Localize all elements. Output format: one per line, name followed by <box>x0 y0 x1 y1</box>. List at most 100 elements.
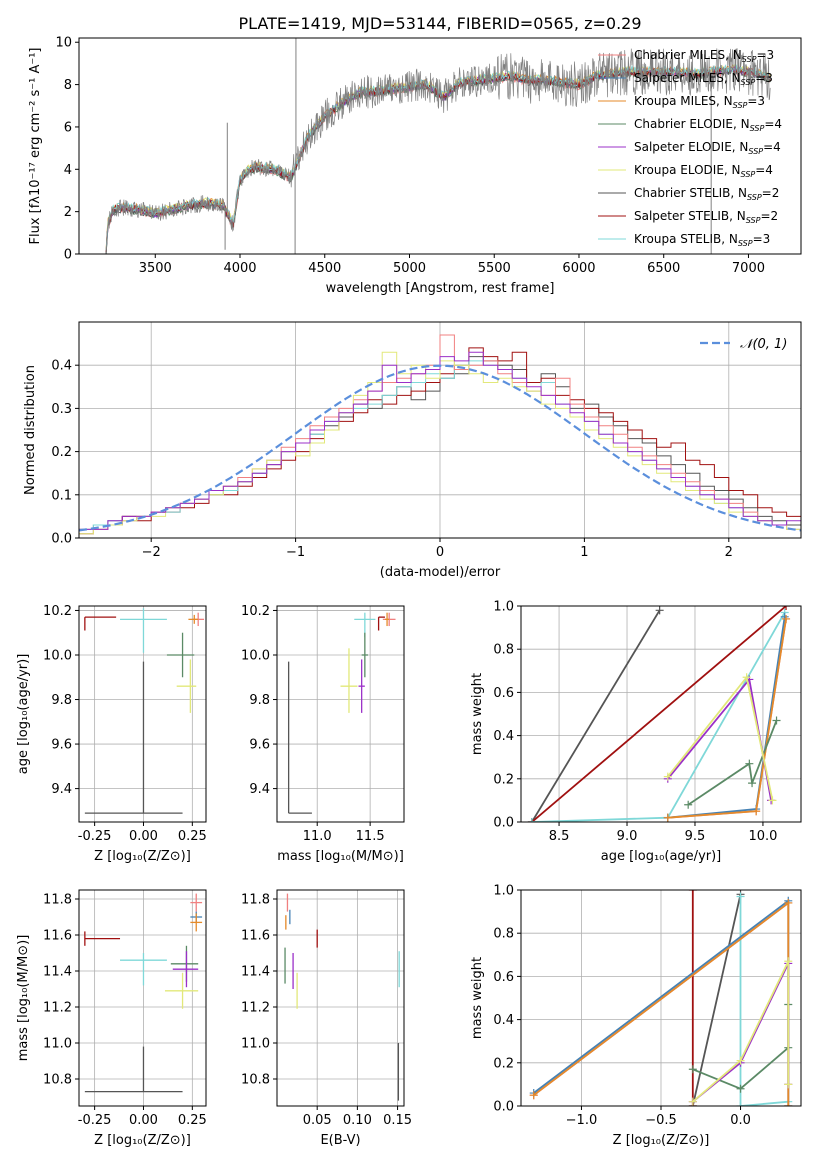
x-axis-label: (data-model)/error <box>380 565 501 580</box>
y-tick-label: 0.0 <box>51 532 72 547</box>
y-tick-label: 9.4 <box>249 782 270 797</box>
y-tick-label: 11.8 <box>43 893 72 908</box>
errorbar-point <box>120 608 167 653</box>
x-axis-label: age [log₁₀(age/yr)] <box>601 849 722 864</box>
legend-label: Chabrier MILES, NSSP=3 <box>634 48 774 64</box>
x-axis-label: Z [log₁₀(Z/Z⊙)] <box>94 1133 191 1148</box>
weight-marker <box>784 1080 793 1089</box>
axes-frame <box>276 605 405 823</box>
x-tick-label: 11.5 <box>356 829 385 844</box>
errorbar-point <box>166 632 195 678</box>
x-axis-label: mass [log₁₀(M/M⊙)] <box>277 849 404 864</box>
weight-marker <box>784 1102 793 1106</box>
weight-marker <box>784 957 793 966</box>
x-tick-label: 0.0 <box>730 1113 751 1128</box>
weight-marker <box>736 1084 745 1093</box>
weight-line <box>531 609 661 822</box>
y-axis-label: Normed distribution <box>23 365 38 495</box>
y-tick-label: 0.3 <box>51 402 72 417</box>
panel-mass_vs_Z: -0.25 0.00 0.25 10.8 11.0 11.2 11.4 11.6 11.8 Z [… <box>16 889 207 1148</box>
legend-label: Salpeter STELIB, NSSP=2 <box>634 209 778 225</box>
x-tick-label: −1.0 <box>566 1113 598 1128</box>
errorbar-point <box>84 616 117 631</box>
legend-label: Kroupa ELODIE, NSSP=4 <box>634 163 773 179</box>
y-tick-label: 6 <box>64 120 72 135</box>
y-tick-label: 11.0 <box>43 1037 72 1052</box>
x-tick-label: −2 <box>142 545 161 560</box>
y-tick-label: 10.2 <box>241 604 270 619</box>
x-tick-label: 9.5 <box>685 829 706 844</box>
weight-marker <box>752 807 761 816</box>
y-tick-label: 8 <box>64 78 72 93</box>
weight-marker <box>529 1091 538 1100</box>
y-tick-label: 9.4 <box>51 782 72 797</box>
histogram-step <box>79 351 801 538</box>
weight-marker <box>736 892 745 901</box>
plot-area <box>527 606 791 822</box>
errorbar-point <box>287 661 312 814</box>
y-axis-label: age [log₁₀(age/yr)] <box>16 654 31 775</box>
weight-line <box>692 960 790 1103</box>
errorbar-point <box>361 632 369 678</box>
weight-marker <box>655 606 664 615</box>
errorbar-point <box>170 945 199 982</box>
weight-marker <box>784 898 793 907</box>
panel-weight_vs_age: 8.5 9.0 9.5 10.0 0.0 0.2 0.4 0.6 0.8 1.0 age [log₁… <box>470 600 802 864</box>
legend-label: Chabrier ELODIE, NSSP=4 <box>634 117 782 133</box>
errorbar-point <box>84 931 121 946</box>
y-tick-label: 0.2 <box>51 445 72 460</box>
plot-area <box>287 612 396 814</box>
x-tick-label: −1 <box>286 545 305 560</box>
legend-label: Salpeter ELODIE, NSSP=4 <box>634 140 781 156</box>
errorbar-point <box>120 953 167 986</box>
histogram-step <box>79 347 801 538</box>
errorbar-point <box>340 648 358 713</box>
panel-residuals: −2 −1 0 1 2 0.0 0.1 0.2 0.3 0.4 (data-model)/error… <box>23 321 802 580</box>
y-tick-label: 10.2 <box>43 604 72 619</box>
legend-label: Kroupa STELIB, NSSP=3 <box>634 232 770 248</box>
legend-label: Kroupa MILES, NSSP=3 <box>634 94 765 110</box>
x-tick-label: 0.10 <box>343 1113 372 1128</box>
y-tick-label: 11.6 <box>241 929 270 944</box>
plot-area <box>84 608 205 814</box>
figure-title: PLATE=1419, MJD=53144, FIBERID=0565, z=0… <box>238 14 641 33</box>
y-tick-label: 9.6 <box>249 738 270 753</box>
weight-marker <box>745 759 754 768</box>
y-tick-label: 0 <box>64 248 72 263</box>
y-tick-label: 4 <box>64 163 72 178</box>
weight-marker <box>688 1097 697 1106</box>
y-tick-label: 0.4 <box>493 729 514 744</box>
axes-frame <box>78 37 802 255</box>
y-tick-label: 10.0 <box>241 648 270 663</box>
x-axis-label: wavelength [Angstrom, rest frame] <box>326 281 555 296</box>
errorbar-point <box>84 661 183 814</box>
x-tick-label: 5000 <box>393 261 426 276</box>
y-tick-label: 1.0 <box>493 600 514 615</box>
legend-label: Salpeter MILES, NSSP=3 <box>634 71 773 87</box>
x-axis-label: Z [log₁₀(Z/Z⊙)] <box>613 1133 710 1148</box>
y-tick-label: 11.0 <box>241 1037 270 1052</box>
y-tick-label: 0.4 <box>51 359 72 374</box>
y-tick-label: 11.2 <box>43 1001 72 1016</box>
axes-frame <box>520 605 802 823</box>
panel-weight_vs_Z: −1.0 −0.5 0.0 0.0 0.2 0.4 0.6 0.8 1.0 Z [log₁₀(Z/… <box>470 884 802 1148</box>
errorbar-point <box>188 614 199 624</box>
panel-age_vs_Z: -0.25 0.00 0.25 9.4 9.6 9.8 10.0 10.2 Z [log₁₀(Z… <box>16 604 207 864</box>
y-tick-label: 10.8 <box>43 1073 72 1088</box>
y-tick-label: 10 <box>55 36 72 51</box>
y-tick-label: 11.2 <box>241 1001 270 1016</box>
y-tick-label: 0.8 <box>493 643 514 658</box>
x-tick-label: 5500 <box>478 261 511 276</box>
y-axis-label: Flux [fλ10⁻¹⁷ erg cm⁻² s⁻¹ A⁻¹] <box>28 48 43 245</box>
weight-marker <box>782 606 791 610</box>
y-tick-label: 0.0 <box>493 1100 514 1115</box>
panel-age_vs_mass: 11.0 11.5 9.4 9.6 9.8 10.0 10.2 mass [log₁₀(M/M… <box>241 604 405 864</box>
y-tick-label: 0.2 <box>493 772 514 787</box>
weight-marker <box>748 779 757 788</box>
x-tick-label: 0.25 <box>178 829 207 844</box>
y-tick-label: 0.8 <box>493 927 514 942</box>
x-tick-label: 0.15 <box>383 1113 412 1128</box>
plot-area <box>529 890 793 1106</box>
plots: 3500 4000 4500 5000 5500 6000 6500 70000246810w… <box>16 36 802 1148</box>
